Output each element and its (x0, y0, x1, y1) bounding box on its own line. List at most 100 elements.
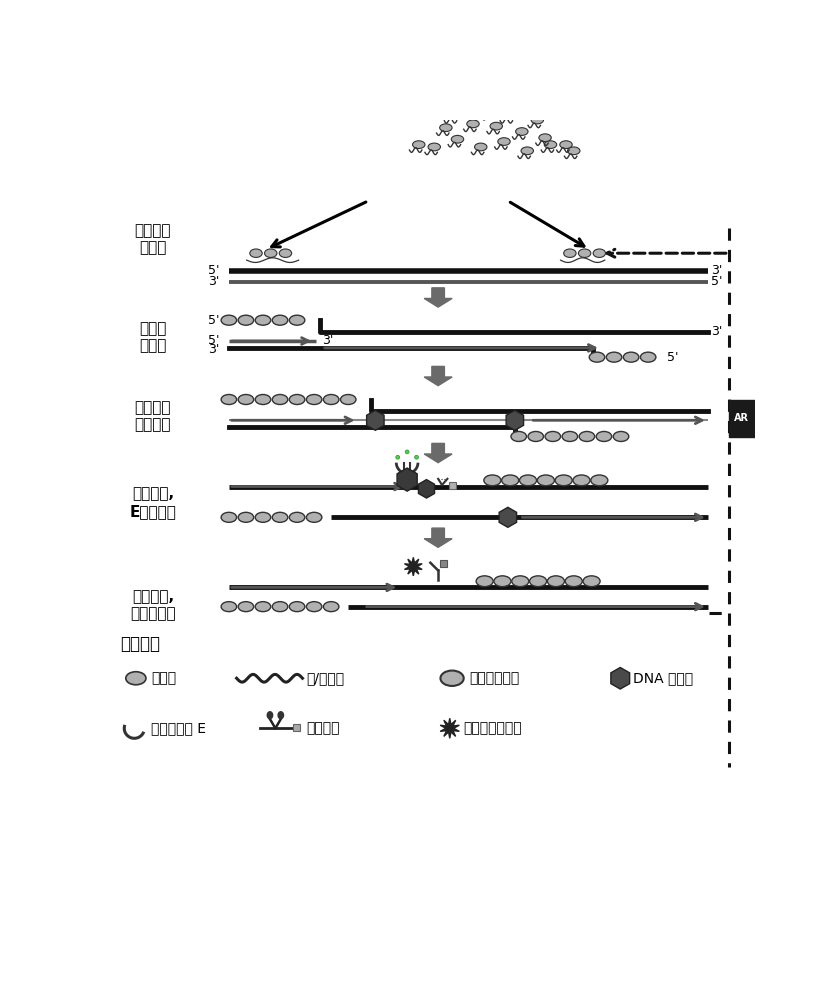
Ellipse shape (414, 455, 419, 459)
FancyBboxPatch shape (293, 724, 300, 731)
Ellipse shape (273, 315, 288, 325)
Ellipse shape (516, 128, 528, 135)
Ellipse shape (238, 395, 253, 405)
Ellipse shape (613, 431, 628, 441)
Ellipse shape (537, 475, 555, 486)
Ellipse shape (597, 431, 612, 441)
Ellipse shape (289, 315, 305, 325)
Ellipse shape (477, 108, 489, 116)
Text: 5': 5' (667, 351, 678, 364)
Polygon shape (425, 288, 452, 307)
Ellipse shape (306, 602, 322, 612)
Ellipse shape (484, 475, 501, 486)
Ellipse shape (640, 352, 656, 362)
Ellipse shape (323, 602, 339, 612)
Ellipse shape (255, 512, 271, 522)
Text: 5': 5' (208, 264, 220, 277)
Polygon shape (425, 443, 452, 463)
Ellipse shape (547, 576, 565, 587)
Ellipse shape (516, 102, 528, 110)
Ellipse shape (529, 576, 547, 587)
Text: 3': 3' (711, 264, 722, 277)
Ellipse shape (461, 101, 474, 108)
Ellipse shape (341, 395, 356, 405)
Ellipse shape (451, 135, 464, 143)
Ellipse shape (306, 512, 322, 522)
Ellipse shape (323, 395, 339, 405)
Text: 起始复合
物形成: 起始复合 物形成 (135, 223, 171, 256)
Ellipse shape (564, 249, 576, 257)
Polygon shape (506, 410, 524, 430)
Ellipse shape (490, 122, 503, 130)
Ellipse shape (255, 602, 271, 612)
Ellipse shape (573, 475, 590, 486)
Polygon shape (499, 507, 517, 527)
Text: 发光的荧光基团: 发光的荧光基团 (463, 721, 522, 735)
Ellipse shape (268, 712, 273, 719)
Ellipse shape (250, 249, 263, 257)
Ellipse shape (503, 112, 516, 119)
Ellipse shape (440, 671, 464, 686)
FancyBboxPatch shape (729, 400, 755, 437)
Ellipse shape (273, 512, 288, 522)
Text: 5': 5' (711, 275, 722, 288)
Text: 核酸外切酶 E: 核酸外切酶 E (151, 721, 206, 735)
Ellipse shape (511, 431, 527, 441)
Ellipse shape (413, 141, 425, 148)
Text: 5': 5' (208, 314, 220, 327)
Text: 【图注】: 【图注】 (120, 635, 160, 653)
Ellipse shape (498, 138, 510, 145)
Ellipse shape (567, 147, 580, 155)
FancyBboxPatch shape (449, 482, 456, 489)
Ellipse shape (255, 315, 271, 325)
Ellipse shape (555, 475, 572, 486)
Polygon shape (404, 557, 422, 576)
Polygon shape (611, 667, 629, 689)
Ellipse shape (589, 352, 605, 362)
Ellipse shape (560, 141, 572, 148)
Ellipse shape (466, 120, 479, 128)
Text: 单链结合蛋白: 单链结合蛋白 (469, 671, 519, 685)
Ellipse shape (221, 315, 237, 325)
Ellipse shape (562, 431, 577, 441)
Text: 5': 5' (208, 334, 220, 347)
Ellipse shape (289, 512, 305, 522)
Text: AR: AR (734, 413, 749, 423)
Ellipse shape (477, 92, 489, 99)
Polygon shape (425, 366, 452, 386)
Ellipse shape (607, 352, 622, 362)
Text: 引物结
合模板: 引物结 合模板 (139, 321, 167, 353)
Text: 3': 3' (208, 343, 220, 356)
Polygon shape (440, 718, 459, 738)
Text: 探针结合,
E酶切启动: 探针结合, E酶切启动 (129, 486, 176, 519)
Ellipse shape (565, 576, 582, 587)
Ellipse shape (306, 395, 322, 405)
Ellipse shape (221, 395, 237, 405)
FancyBboxPatch shape (440, 560, 446, 567)
Ellipse shape (519, 475, 537, 486)
Ellipse shape (405, 450, 409, 454)
Text: 3': 3' (711, 325, 722, 338)
Text: 荧光释放,
生成新双链: 荧光释放, 生成新双链 (130, 589, 175, 621)
Ellipse shape (238, 315, 253, 325)
Ellipse shape (531, 116, 544, 124)
Ellipse shape (273, 602, 288, 612)
Ellipse shape (279, 249, 292, 257)
Ellipse shape (273, 395, 288, 405)
Ellipse shape (528, 431, 544, 441)
Text: 子链延伸
替换模板: 子链延伸 替换模板 (135, 400, 171, 433)
Ellipse shape (221, 512, 237, 522)
Ellipse shape (264, 249, 277, 257)
Ellipse shape (579, 431, 595, 441)
Ellipse shape (447, 112, 460, 119)
Polygon shape (367, 410, 384, 430)
Ellipse shape (539, 134, 551, 142)
Ellipse shape (490, 99, 503, 107)
Ellipse shape (623, 352, 638, 362)
Ellipse shape (289, 395, 305, 405)
Ellipse shape (221, 602, 237, 612)
Ellipse shape (545, 431, 560, 441)
Ellipse shape (238, 602, 253, 612)
Ellipse shape (278, 712, 284, 719)
Ellipse shape (289, 602, 305, 612)
